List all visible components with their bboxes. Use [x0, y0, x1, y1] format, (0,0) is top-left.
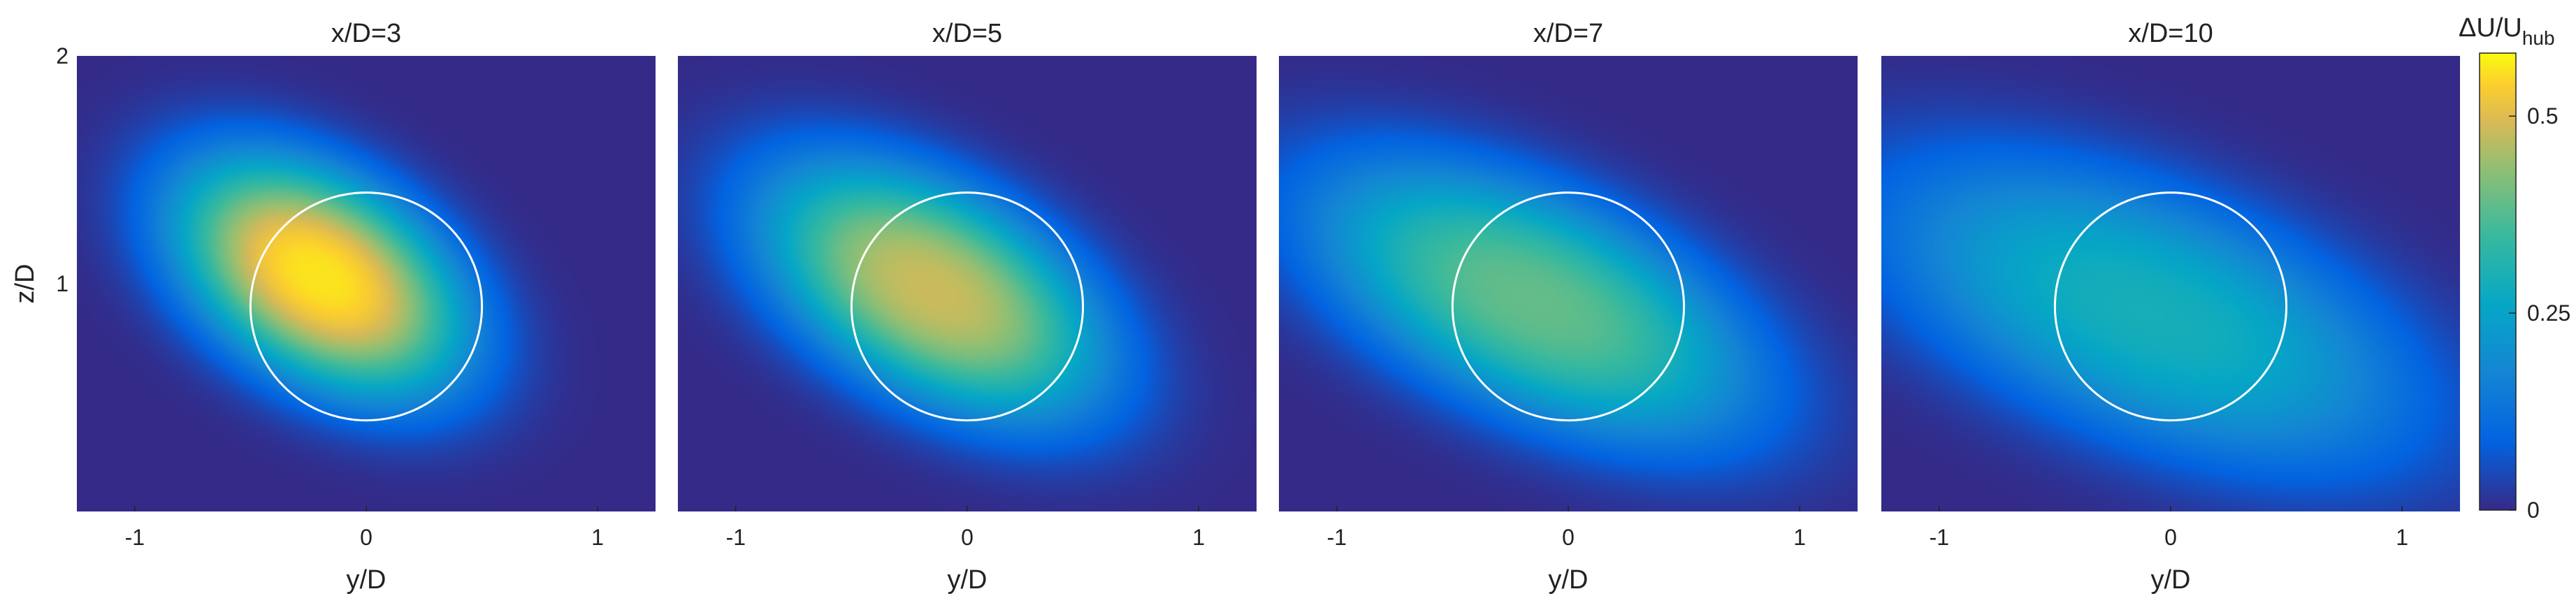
x-tick-label: 1	[1793, 525, 1806, 550]
colorbar-gradient	[2479, 52, 2517, 511]
x-axis-label-1: y/D	[347, 565, 386, 595]
panels-layer: x/D=3 -1 0 1 y/D 1 2 z/D x/D=5 -1 0 1 y/D x/D=7 -1 0 1 y/…	[10, 19, 2460, 595]
panel-1: x/D=3 -1 0 1 y/D 1 2 z/D	[10, 19, 656, 595]
rotor-outline-3	[1451, 191, 1686, 422]
x-axis-label-4: y/D	[2151, 565, 2191, 595]
heatmap-field-3	[1279, 56, 1858, 511]
panel-4: x/D=10 -1 0 1 y/D	[1881, 19, 2460, 595]
x-axis-label-2: y/D	[948, 565, 987, 595]
colorbar: ΔU/Uhub 0 0.25 0.5	[2459, 13, 2570, 523]
x-tick-label: -1	[1327, 525, 1347, 550]
y-tick-label: 1	[56, 271, 68, 296]
rotor-outline-2	[850, 191, 1085, 422]
rotor-outline-1	[249, 191, 484, 422]
panel-2: x/D=5 -1 0 1 y/D	[678, 19, 1257, 595]
y-tick-label: 2	[56, 43, 68, 68]
x-tick-label: 0	[961, 525, 974, 550]
x-tick-label: 0	[360, 525, 372, 550]
colorbar-label: ΔU/Uhub	[2459, 13, 2555, 49]
panel-3: x/D=7 -1 0 1 y/D	[1279, 19, 1858, 595]
colorbar-tick-label: 0	[2527, 498, 2540, 523]
rotor-outline-4	[2053, 191, 2288, 422]
x-tick-label: 0	[1562, 525, 1575, 550]
colorbar-tick-label: 0.25	[2527, 300, 2570, 326]
colorbar-tick-label: 0.5	[2527, 103, 2558, 129]
x-tick-label: 1	[2396, 525, 2408, 550]
x-tick-label: -1	[125, 525, 145, 550]
y-axis-label: z/D	[10, 264, 40, 304]
x-tick-label: -1	[726, 525, 746, 550]
x-tick-label: -1	[1930, 525, 1949, 550]
panel-title-4: x/D=10	[2128, 19, 2213, 48]
x-axis-label-3: y/D	[1549, 565, 1589, 595]
colorbar-ticks: 0 0.25 0.5	[2509, 103, 2570, 523]
x-tick-label: 1	[1192, 525, 1205, 550]
heatmap-field-1	[77, 56, 656, 511]
panel-title-1: x/D=3	[331, 19, 401, 48]
panel-title-3: x/D=7	[1533, 19, 1603, 48]
panel-title-2: x/D=5	[932, 19, 1002, 48]
heatmap-field-4	[1881, 56, 2460, 511]
x-tick-label: 0	[2164, 525, 2177, 550]
x-tick-label: 1	[591, 525, 604, 550]
heatmap-field-2	[678, 56, 1257, 511]
